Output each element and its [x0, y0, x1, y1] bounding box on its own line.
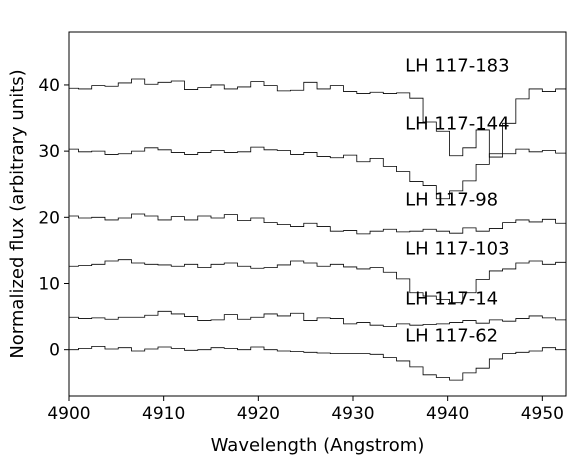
plot-area	[69, 32, 566, 396]
x-axis-label: Wavelength (Angstrom)	[211, 435, 425, 456]
x-tick-label-4: 4940	[426, 404, 469, 424]
x-axis-ticks: 4900 4910 4920 4930 4940 4950	[47, 396, 564, 424]
series-label-5: LH 117-62	[405, 326, 498, 347]
y-tick-label-2: 20	[38, 208, 60, 228]
series-label-3: LH 117-103	[405, 238, 510, 259]
series-label-2: LH 117-98	[405, 189, 498, 210]
y-tick-label-0: 0	[49, 341, 60, 361]
series-label-0: LH 117-183	[405, 56, 510, 77]
x-tick-label-3: 4930	[331, 404, 374, 424]
series-label-1: LH 117-144	[405, 113, 510, 134]
x-tick-label-5: 4950	[521, 404, 564, 424]
series-labels: LH 117-183 LH 117-144 LH 117-98 LH 117-103 L…	[405, 56, 510, 347]
y-tick-label-3: 30	[38, 142, 60, 162]
y-axis-label: Normalized flux (arbitrary units)	[7, 69, 28, 358]
series-label-4: LH 117-14	[405, 289, 498, 310]
y-tick-label-1: 10	[38, 274, 60, 294]
x-tick-label-2: 4920	[237, 404, 280, 424]
y-axis-ticks: 0 10 20 30 40	[38, 76, 69, 361]
plot-frame	[68, 31, 567, 397]
y-tick-label-4: 40	[38, 76, 60, 96]
x-tick-label-1: 4910	[142, 404, 185, 424]
x-tick-label-0: 4900	[47, 404, 90, 424]
